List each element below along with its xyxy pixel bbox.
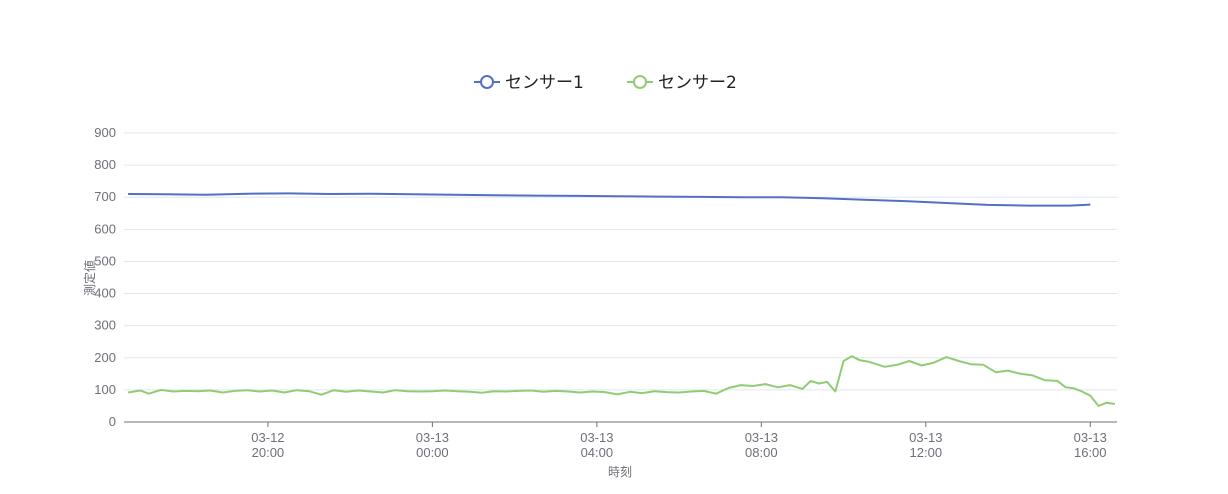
- legend-item-sensor-2[interactable]: センサー2: [627, 73, 737, 93]
- x-tick-label-date: 03-12: [251, 430, 284, 445]
- legend-label-sensor-2: センサー2: [658, 73, 737, 93]
- x-tick-label-date: 03-13: [1074, 430, 1107, 445]
- x-tick-label-date: 03-13: [909, 430, 942, 445]
- legend-item-sensor-1[interactable]: センサー1: [474, 73, 584, 93]
- y-tick-label: 500: [94, 253, 116, 268]
- grid-lines: [124, 132, 1117, 391]
- series-lines: [127, 192, 1116, 407]
- y-tick-label: 900: [94, 125, 116, 140]
- x-axis-title: 時刻: [608, 465, 632, 479]
- x-tick-label-date: 03-13: [416, 430, 449, 445]
- legend-marker-2: [633, 75, 647, 89]
- x-tick-label-time: 04:00: [581, 445, 614, 460]
- x-tick-label-date: 03-13: [580, 430, 613, 445]
- y-tick-label: 800: [94, 157, 116, 172]
- x-tick-label-time: 12:00: [910, 445, 943, 460]
- legend: センサー1 センサー2: [474, 73, 737, 93]
- y-tick-label: 200: [94, 350, 116, 365]
- y-axis-tick-labels: 0 100 200 300 400 500 600 700 800 900: [94, 125, 116, 429]
- x-tick-label-time: 08:00: [745, 445, 778, 460]
- x-tick-label-time: 00:00: [416, 445, 449, 460]
- y-tick-label: 0: [109, 414, 116, 429]
- y-tick-label: 700: [94, 189, 116, 204]
- series-line-2: [127, 355, 1116, 407]
- x-tick-label-time: 20:00: [252, 445, 285, 460]
- x-tick-label-time: 16:00: [1074, 445, 1107, 460]
- x-tick-label-date: 03-13: [745, 430, 778, 445]
- y-tick-label: 300: [94, 318, 116, 333]
- x-axis: 03-1220:0003-1300:0003-1304:0003-1308:00…: [124, 421, 1117, 460]
- legend-marker-1: [480, 75, 494, 89]
- legend-label-sensor-1: センサー1: [505, 73, 584, 93]
- y-tick-label: 400: [94, 286, 116, 301]
- series-line-1: [128, 192, 1091, 207]
- y-tick-label: 100: [94, 382, 116, 397]
- y-tick-label: 600: [94, 221, 116, 236]
- y-axis-title: 測定値: [82, 260, 97, 296]
